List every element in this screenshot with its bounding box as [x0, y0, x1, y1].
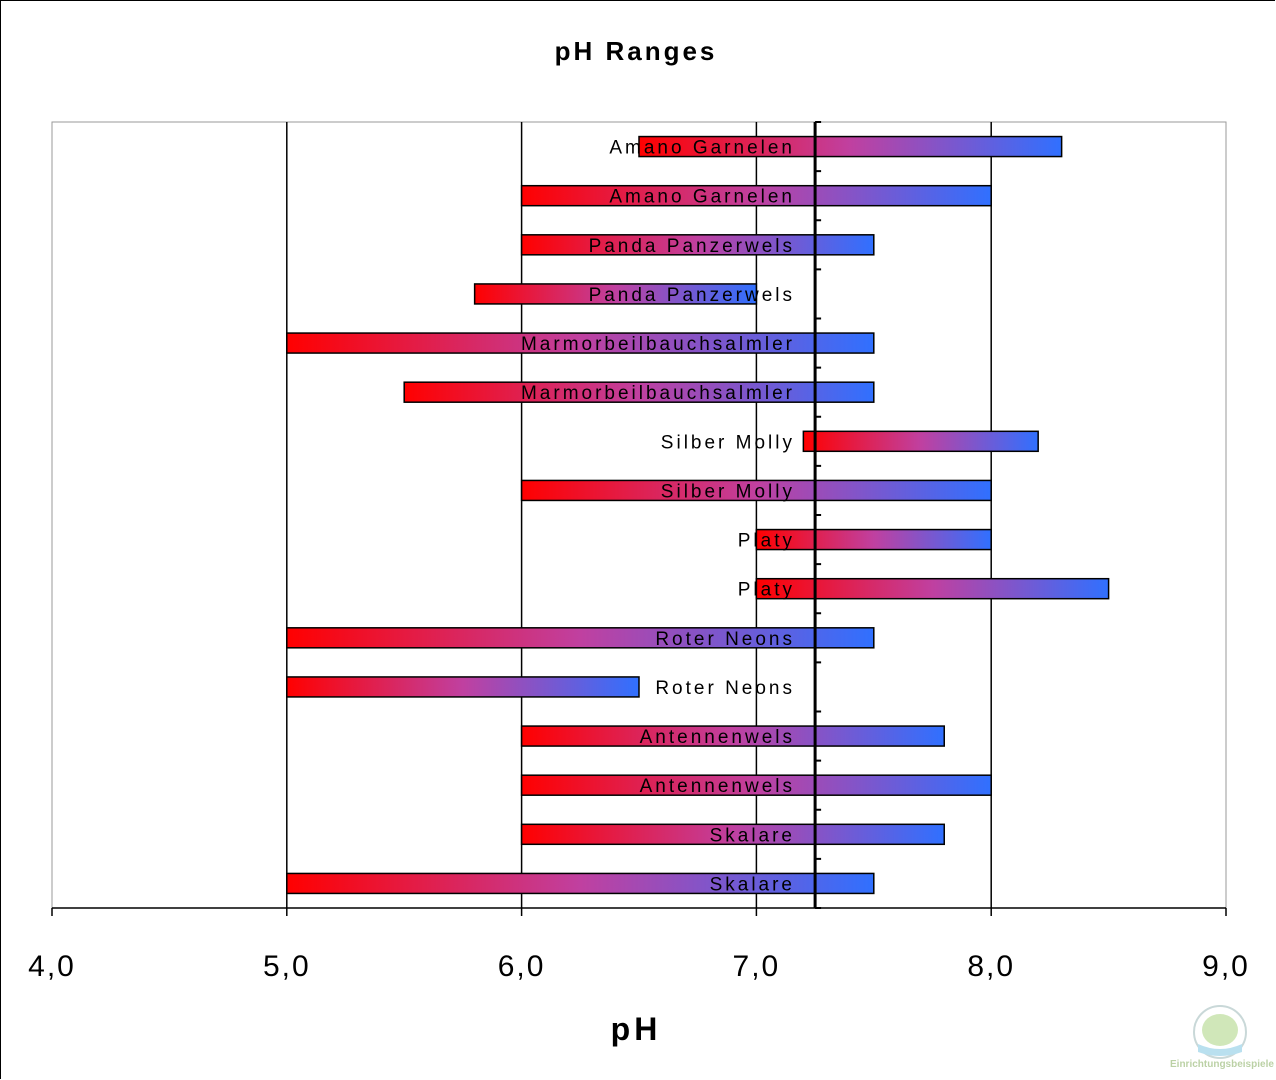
x-tick-label: 5,0	[263, 950, 311, 983]
bar-label: Marmorbeilbauchsalmler	[521, 334, 795, 355]
range-bar	[802, 430, 1039, 453]
range-bar	[286, 676, 640, 698]
range-bar	[286, 332, 875, 354]
range-bar	[520, 234, 875, 256]
chart-title: pH Ranges	[555, 36, 718, 66]
bar-label: Roter Neons	[655, 629, 795, 650]
bar-label: Silber Molly	[661, 432, 795, 453]
range-bar	[286, 872, 875, 895]
bar-label: Platy	[738, 580, 795, 601]
x-tick-label: 6,0	[498, 950, 546, 983]
bar-label: Panda Panzerwels	[589, 285, 795, 306]
bar-label: Platy	[738, 531, 795, 552]
bar-label: Antennenwels	[640, 776, 795, 797]
bar-label: Amano Garnelen	[609, 187, 795, 208]
range-bar	[520, 774, 992, 796]
range-bar	[520, 725, 945, 747]
range-bar	[520, 479, 992, 502]
bar-label: Skalare	[710, 825, 795, 846]
x-tick-label: 7,0	[733, 950, 781, 983]
range-bar	[473, 283, 758, 305]
bar-label: Roter Neons	[655, 678, 795, 699]
bar-label: Silber Molly	[661, 481, 795, 502]
bar-label: Antennenwels	[640, 727, 795, 748]
x-tick-label: 4,0	[28, 950, 76, 983]
range-bar	[638, 135, 1063, 158]
range-bar	[403, 381, 875, 403]
x-tick-label: 9,0	[1202, 950, 1250, 983]
range-bar	[520, 184, 992, 207]
frog-logo-icon	[1193, 1005, 1247, 1059]
range-bar	[286, 627, 875, 649]
bar-label: Panda Panzerwels	[589, 236, 795, 257]
range-bar	[755, 577, 1110, 600]
watermark-text: Einrichtungsbeispiele	[1170, 1059, 1274, 1070]
bar-label: Amano Garnelen	[609, 138, 795, 159]
watermark-logo: Einrichtungsbeispiele	[1170, 1000, 1274, 1076]
bar-label: Skalare	[710, 874, 795, 895]
x-tick-label: 8,0	[967, 950, 1015, 983]
bar-label: Marmorbeilbauchsalmler	[521, 383, 795, 404]
range-bar	[520, 823, 945, 846]
x-axis-label: pH	[611, 1011, 662, 1047]
